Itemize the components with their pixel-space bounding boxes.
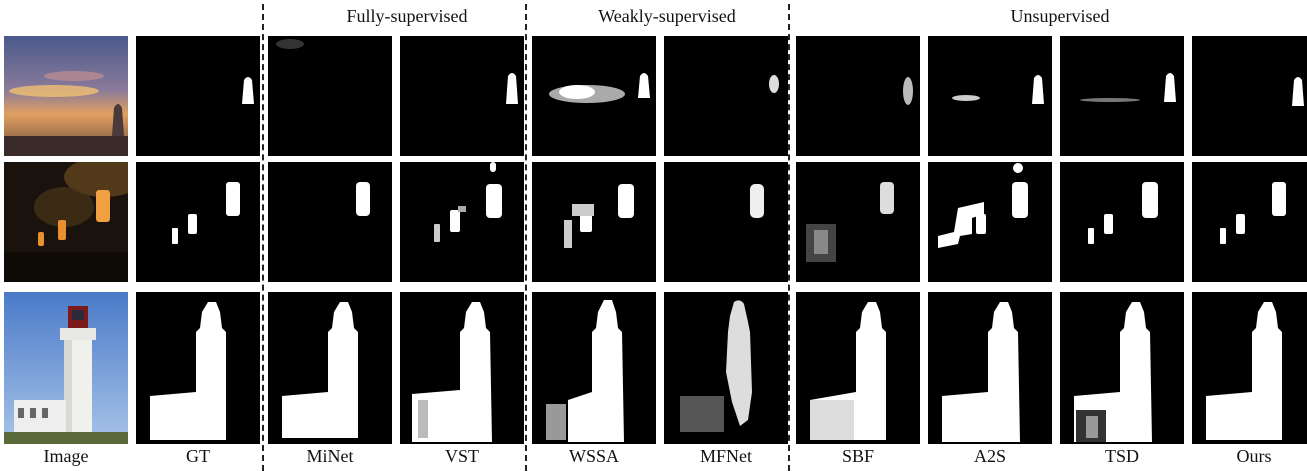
row2-mfnet [664, 162, 788, 282]
group-label-unsupervised: Unsupervised [1010, 6, 1110, 26]
row3-wssa [532, 292, 656, 444]
row1-a2s [928, 36, 1052, 156]
row2-a2s [928, 162, 1052, 282]
row2-vst [400, 162, 524, 282]
row2-sbf [796, 162, 920, 282]
row2-minet [268, 162, 392, 282]
col-label-ours: Ours [1236, 446, 1272, 466]
col-label-sbf: SBF [841, 446, 875, 466]
col-label-image: Image [43, 446, 89, 466]
group-label-weakly-supervised: Weakly-supervised [598, 6, 736, 26]
row2-tsd [1060, 162, 1184, 282]
row3-image [4, 292, 128, 444]
divider-3 [788, 4, 790, 471]
row1-mfnet [664, 36, 788, 156]
row1-minet [268, 36, 392, 156]
row2-image [4, 162, 128, 282]
row1-wssa [532, 36, 656, 156]
row3-gt [136, 292, 260, 444]
row3-ours [1192, 292, 1307, 444]
divider-1 [262, 4, 264, 471]
col-label-minet: MiNet [306, 446, 354, 466]
row2-wssa [532, 162, 656, 282]
row1-ours [1192, 36, 1307, 156]
row2-ours [1192, 162, 1307, 282]
row3-minet [268, 292, 392, 444]
col-label-tsd: TSD [1104, 446, 1139, 466]
row1-tsd [1060, 36, 1184, 156]
col-label-wssa: WSSA [568, 446, 619, 466]
row3-sbf [796, 292, 920, 444]
row3-mfnet [664, 292, 788, 444]
col-label-mfnet: MFNet [699, 446, 752, 466]
group-label-fully-supervised: Fully-supervised [346, 6, 468, 26]
row1-vst [400, 36, 524, 156]
col-label-vst: VST [444, 446, 479, 466]
divider-2 [525, 4, 527, 471]
row3-tsd [1060, 292, 1184, 444]
row2-gt [136, 162, 260, 282]
row3-vst [400, 292, 524, 444]
row1-image [4, 36, 128, 156]
row3-a2s [928, 292, 1052, 444]
col-label-a2s: A2S [973, 446, 1006, 466]
row1-sbf [796, 36, 920, 156]
col-label-gt: GT [186, 446, 210, 466]
row1-gt [136, 36, 260, 156]
